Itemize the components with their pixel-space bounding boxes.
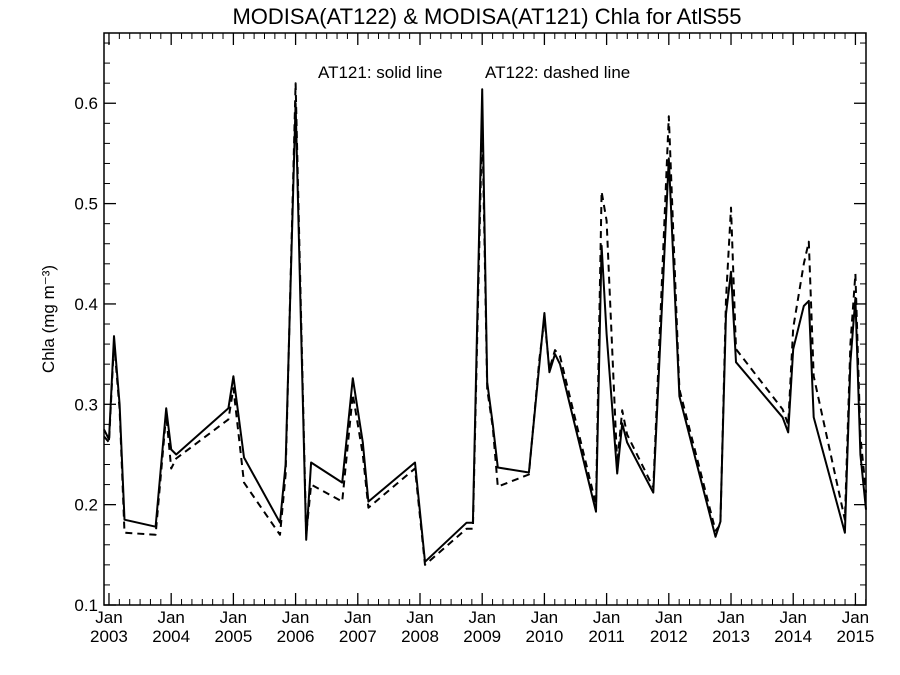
series-line-at122 xyxy=(103,82,867,566)
x-tick-month: Jan xyxy=(468,608,495,627)
x-tick-year: 2006 xyxy=(277,627,315,646)
x-tick-month: Jan xyxy=(406,608,433,627)
y-tick-label: 0.4 xyxy=(74,295,98,314)
y-tick-label: 0.3 xyxy=(74,395,98,414)
x-tick-year: 2012 xyxy=(650,627,688,646)
x-tick-year: 2015 xyxy=(837,627,875,646)
x-tick-month: Jan xyxy=(531,608,558,627)
x-tick-year: 2013 xyxy=(712,627,750,646)
x-tick-month: Jan xyxy=(717,608,744,627)
x-tick-month: Jan xyxy=(220,608,247,627)
y-tick-label: 0.1 xyxy=(74,596,98,615)
x-tick-month: Jan xyxy=(157,608,184,627)
x-tick-year: 2010 xyxy=(525,627,563,646)
y-tick-label: 0.5 xyxy=(74,195,98,214)
annotation-solid: AT121: solid line xyxy=(318,63,442,82)
x-tick-year: 2003 xyxy=(90,627,128,646)
series-layer xyxy=(103,82,867,566)
x-tick-month: Jan xyxy=(842,608,869,627)
x-tick-month: Jan xyxy=(282,608,309,627)
x-tick-year: 2014 xyxy=(774,627,812,646)
x-tick-year: 2008 xyxy=(401,627,439,646)
x-tick-year: 2007 xyxy=(339,627,377,646)
x-tick-month: Jan xyxy=(95,608,122,627)
x-tick-month: Jan xyxy=(780,608,807,627)
x-tick-month: Jan xyxy=(655,608,682,627)
annotation-dashed: AT122: dashed line xyxy=(485,63,630,82)
x-tick-year: 2005 xyxy=(214,627,252,646)
x-tick-month: Jan xyxy=(344,608,371,627)
plot-frame xyxy=(103,32,867,606)
x-tick-month: Jan xyxy=(593,608,620,627)
x-tick-year: 2011 xyxy=(588,627,625,646)
y-tick-label: 0.2 xyxy=(74,496,98,515)
y-axis-label: Chla (mg m⁻³) xyxy=(39,265,58,373)
axis-ticks: 0.10.20.30.40.50.6Jan2003Jan2004Jan2005J… xyxy=(74,33,874,646)
x-tick-year: 2009 xyxy=(463,627,501,646)
series-line-at121 xyxy=(103,88,867,563)
x-tick-year: 2004 xyxy=(152,627,190,646)
chart-title: MODISA(AT122) & MODISA(AT121) Chla for A… xyxy=(232,4,741,29)
y-tick-label: 0.6 xyxy=(74,94,98,113)
